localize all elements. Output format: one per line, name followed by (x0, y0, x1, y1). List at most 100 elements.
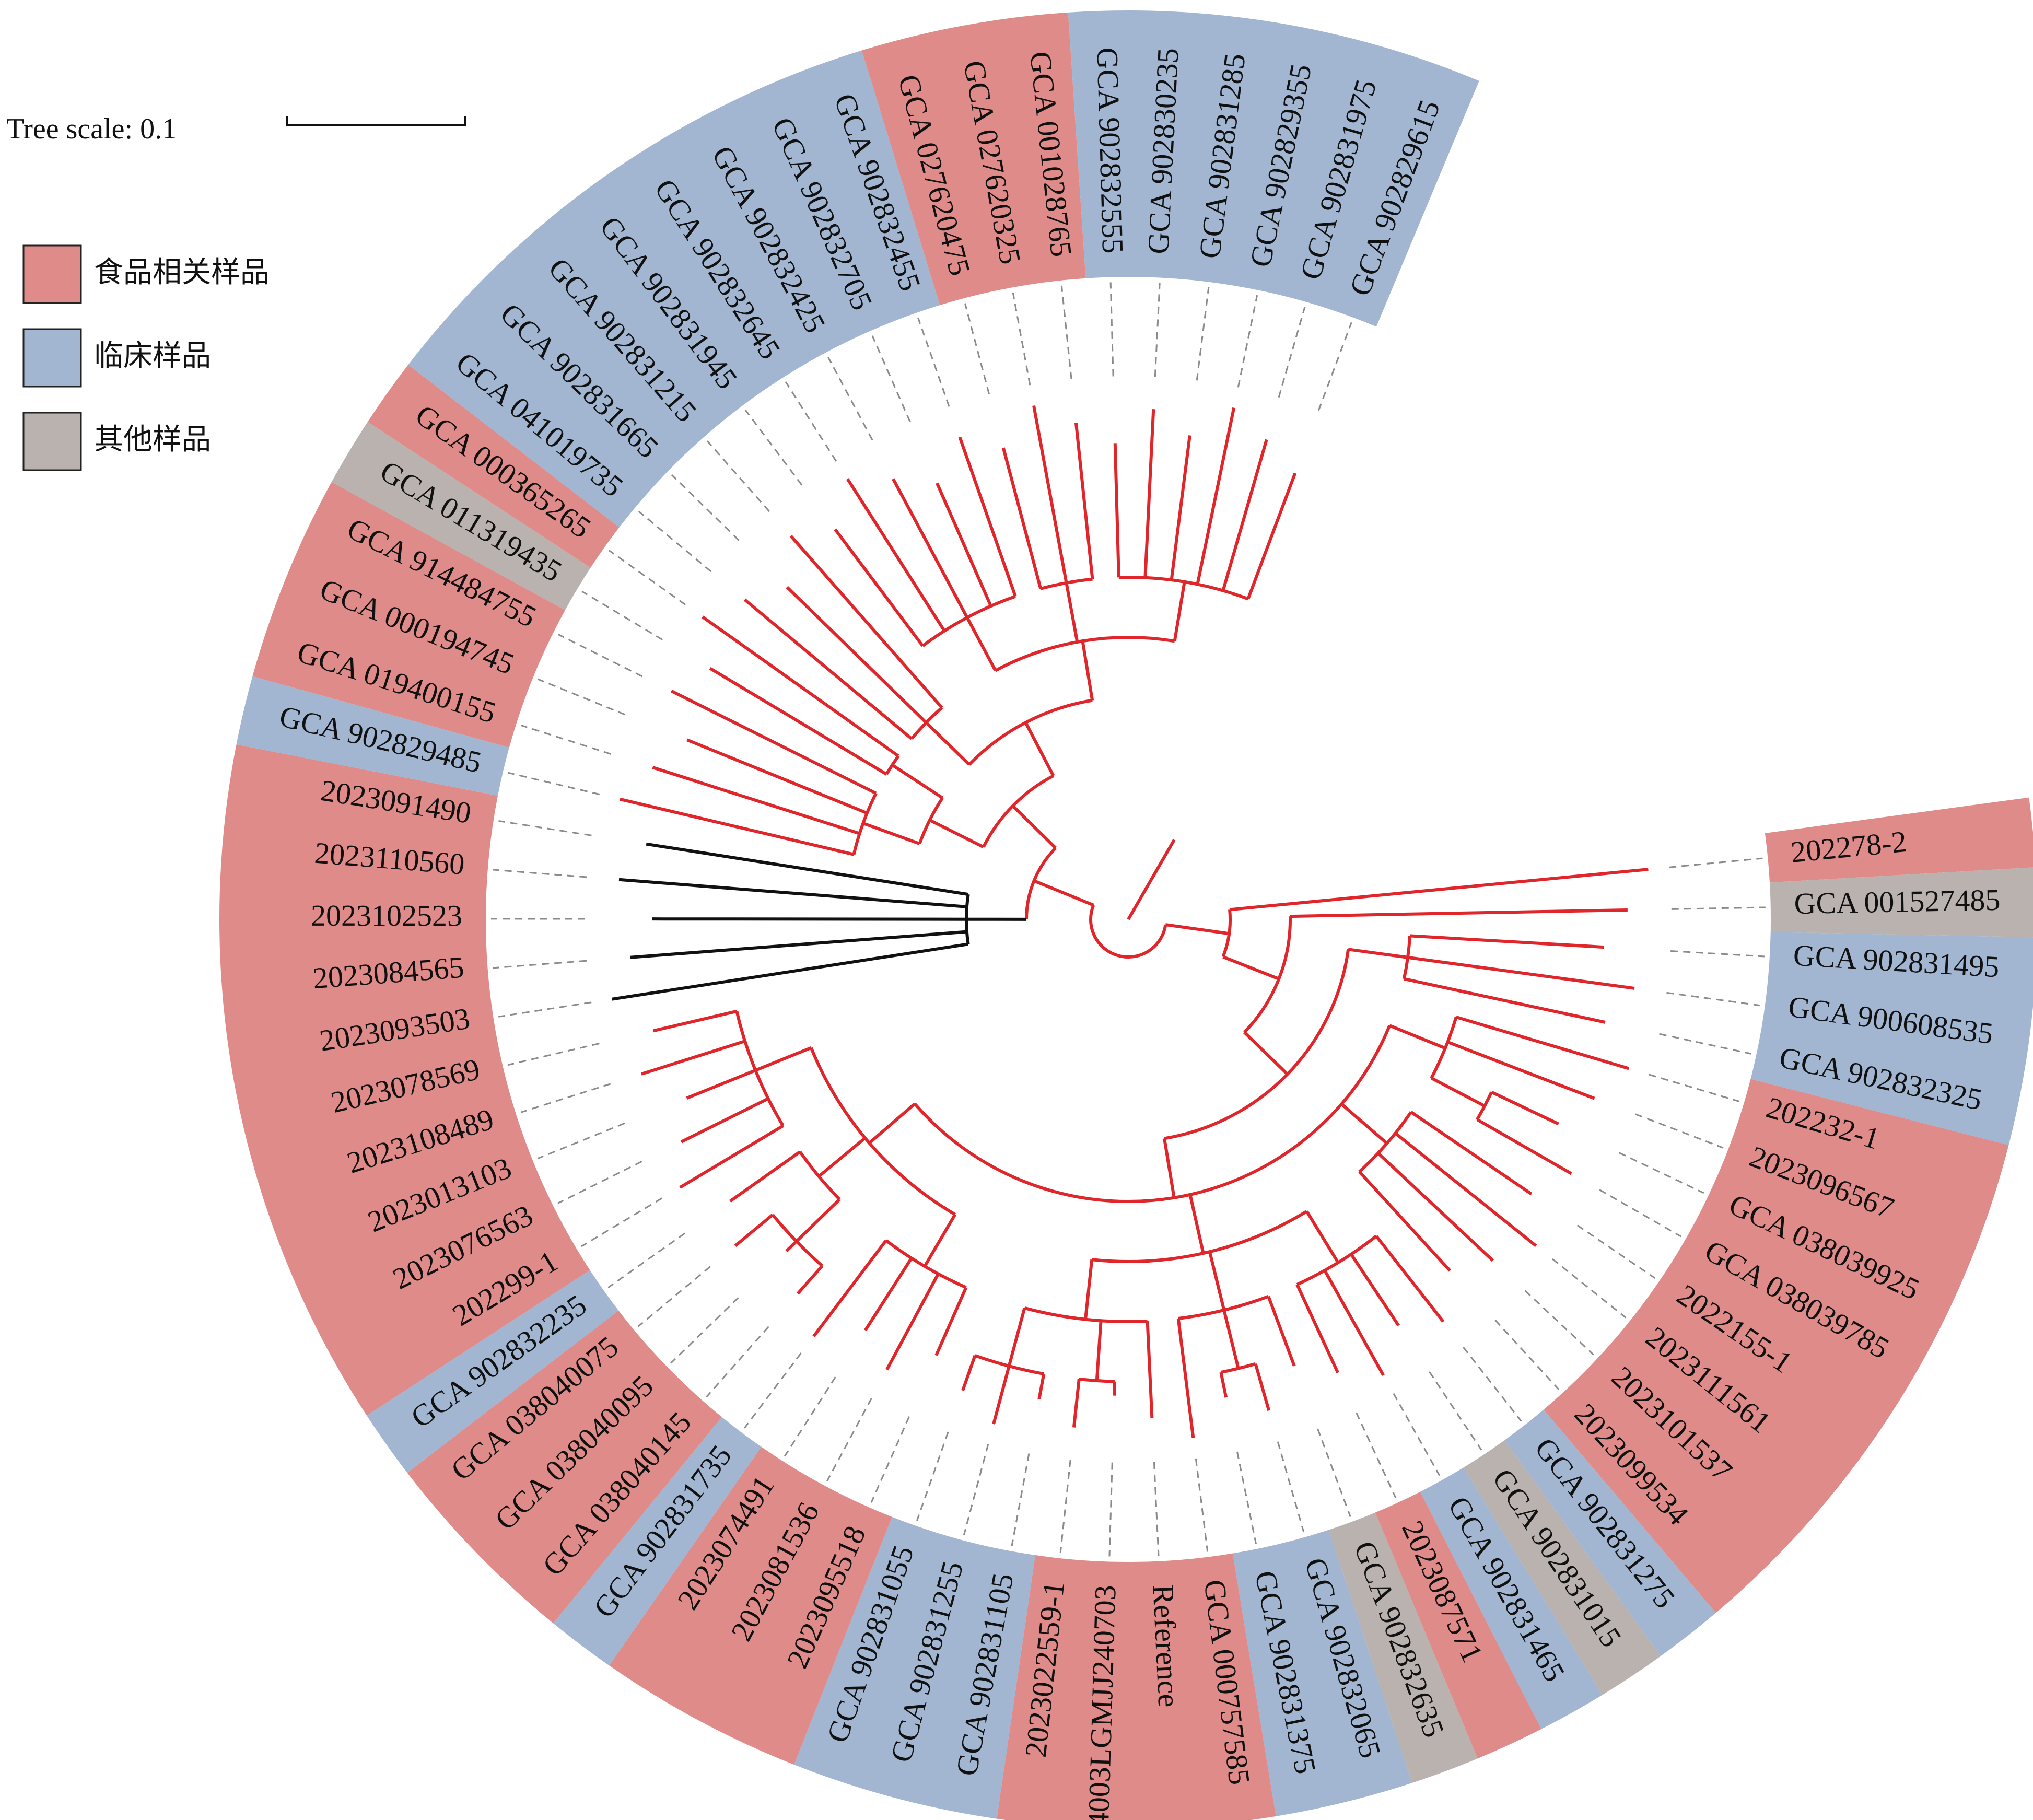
leaf-guide-line (581, 1197, 663, 1247)
leaf-guide-line (498, 1001, 592, 1018)
leaf-guide-line (1317, 1428, 1351, 1518)
leaf-label: Reference (1146, 1584, 1186, 1708)
tip-branch (1074, 422, 1094, 579)
leaf-guide-line (706, 1326, 769, 1398)
branch-arc (1221, 909, 1232, 958)
category-segment-food (1765, 797, 2033, 883)
branch-arc (799, 1151, 841, 1201)
tip-branch (1290, 908, 1628, 918)
internal-branch (1007, 1308, 1026, 1367)
leaf-guide-line (784, 1376, 836, 1457)
leaf-label: 2024003LGMJJ240703 (1080, 1584, 1122, 1820)
internal-branch (925, 721, 971, 766)
internal-branch (965, 616, 997, 672)
tip-branch (1476, 1118, 1572, 1175)
leaf-guide-line (1494, 1319, 1560, 1390)
tip-branch (630, 930, 967, 959)
tree-branches (612, 405, 1649, 1438)
leaf-label: GCA 001527485 (1794, 883, 2001, 920)
tip-branch (1170, 435, 1191, 580)
leaf-guide-line (964, 303, 990, 395)
branch-arc (995, 636, 1175, 672)
leaf-guide-line (1599, 1189, 1681, 1238)
category-segment-clinical (794, 1516, 1035, 1819)
internal-branch (1222, 955, 1280, 981)
internal-branch (1095, 1321, 1103, 1381)
category-segment-food (252, 482, 565, 748)
branch-arc (885, 755, 900, 775)
internal-branch (1033, 879, 1094, 907)
category-ring (219, 10, 2033, 1820)
internal-branch (1389, 1024, 1446, 1050)
leaf-guide-line (706, 440, 770, 512)
category-segment-food (609, 1446, 892, 1765)
category-segment-clinical (1750, 932, 2033, 1146)
leaf-guide-line (1109, 282, 1114, 377)
leaf-guide-line (1237, 295, 1258, 388)
legend-swatch-clinical (22, 328, 82, 388)
leaf-guide-line (1429, 1371, 1482, 1451)
leaf-label: GCA 902832555 (1090, 47, 1130, 254)
branch-arc (1476, 1091, 1493, 1121)
internal-branch (923, 1214, 957, 1267)
branch-arc (910, 706, 943, 740)
internal-branch (929, 819, 985, 849)
tip-branch (863, 1257, 913, 1332)
tip-branch (612, 942, 969, 1001)
branch-arc (852, 792, 878, 855)
leaf-guide-lines (490, 282, 1766, 1557)
branch-arc (1089, 904, 1167, 959)
legend-swatch-food (22, 244, 82, 304)
leaf-guide-line (826, 1397, 872, 1481)
internal-branch (1222, 1310, 1240, 1369)
leaf-guide-line (1153, 1462, 1160, 1556)
tip-branch (1267, 1296, 1296, 1367)
leaf-guide-line (538, 678, 626, 716)
tip-branch (743, 598, 913, 740)
internal-branch (1173, 581, 1186, 641)
leaf-guide-line (916, 1431, 949, 1521)
leaf-guide-line (1635, 1113, 1724, 1149)
leaf-guide-line (1278, 307, 1306, 398)
internal-branch (868, 1102, 916, 1145)
leaf-guide-line (1277, 1441, 1305, 1533)
tip-branch (1377, 1152, 1494, 1262)
tip-branch (652, 766, 860, 835)
tip-branch (1358, 1171, 1452, 1272)
leaf-guide-line (1524, 1290, 1594, 1356)
internal-branch (862, 822, 920, 845)
tip-branch (796, 1265, 824, 1295)
tip-branch (935, 482, 992, 607)
tip-branch (1394, 1132, 1537, 1247)
leaf-guide-line (1196, 287, 1210, 381)
tip-branch (892, 478, 969, 619)
leaf-guide-line (1011, 1453, 1030, 1546)
category-segment-food (861, 12, 1086, 306)
branch-arc (918, 797, 944, 845)
leaf-guide-line (508, 772, 600, 796)
branch-arc (1079, 1377, 1115, 1383)
tip-branch (934, 1287, 968, 1356)
tip-branch (992, 1366, 1011, 1425)
leaf-guide-line (1356, 1412, 1397, 1498)
category-segment-clinical (367, 1270, 619, 1473)
legend-swatch-other (22, 412, 82, 471)
legend-label-food: 食品相关样品 (94, 255, 270, 289)
leaf-guide-line (1551, 1258, 1627, 1319)
leaf-guide-line (1059, 1459, 1071, 1554)
leaf-guide-line (870, 1416, 910, 1503)
branch-arc (1430, 1017, 1458, 1079)
leaf-guide-line (743, 1352, 802, 1429)
category-segment-clinical (1420, 1467, 1603, 1730)
leaf-guide-line (1154, 283, 1161, 377)
tip-branch (680, 1097, 769, 1144)
leaf-guide-line (785, 381, 837, 462)
branch-arc (1025, 847, 1057, 919)
leaf-guide-line (1317, 322, 1352, 411)
tip-branch (1176, 1318, 1195, 1438)
tip-branch (785, 1240, 798, 1253)
branch-arc (982, 774, 1055, 848)
internal-branch (1188, 1194, 1205, 1254)
tip-branch (834, 528, 924, 647)
